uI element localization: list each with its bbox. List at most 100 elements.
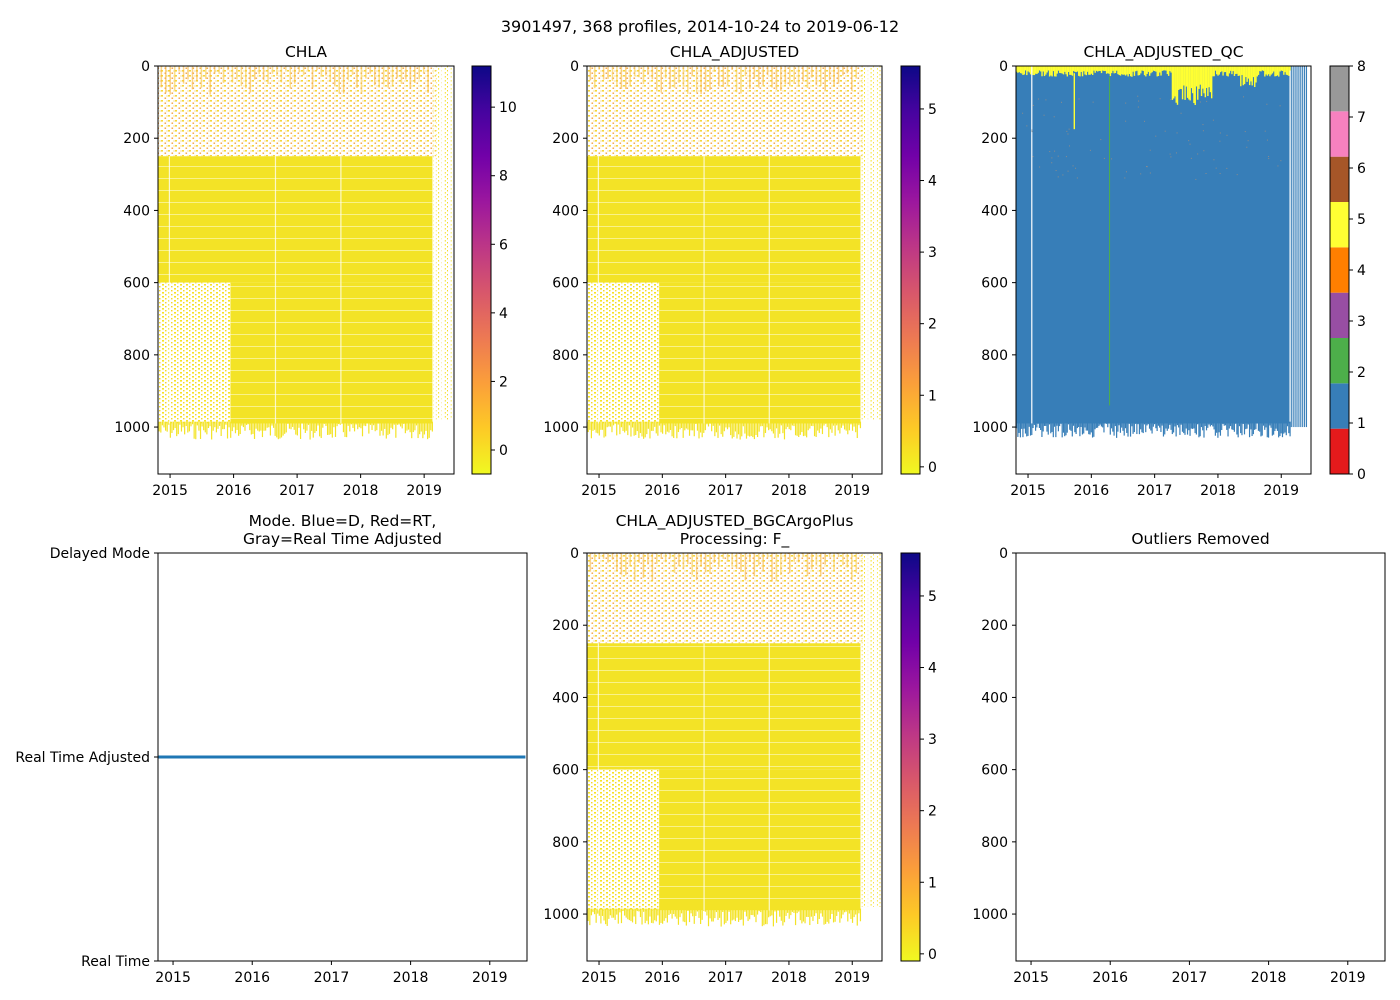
heatmap-column <box>853 421 855 427</box>
heatmap-column <box>779 908 781 917</box>
qc-class-5-band <box>1231 66 1233 75</box>
heatmap-column <box>793 421 795 427</box>
heatmap-column <box>820 421 822 429</box>
heatmap-column <box>236 421 238 430</box>
qc-speckle <box>1140 173 1142 175</box>
heatmap-column <box>870 553 872 907</box>
qc-column <box>1174 421 1176 427</box>
heatmap-column <box>753 421 756 440</box>
heatmap-column <box>401 421 403 429</box>
heatmap-column <box>753 908 756 917</box>
qc-class-5-band <box>1256 66 1258 77</box>
heatmap-column <box>606 908 608 926</box>
qc-column <box>1065 421 1067 436</box>
y-tick-label: 200 <box>123 131 150 147</box>
heatmap-column <box>209 421 211 427</box>
heatmap-streak <box>624 553 627 576</box>
qc-column <box>1175 421 1177 437</box>
heatmap-column <box>677 908 680 925</box>
heatmap-column <box>660 421 662 433</box>
heatmap-streak <box>642 66 645 85</box>
qc-column <box>1038 421 1040 428</box>
heatmap-column <box>687 421 689 430</box>
heatmap-column <box>688 421 691 436</box>
heatmap-streak <box>850 66 853 91</box>
qc-class-5-band <box>1283 66 1285 75</box>
heatmap-column <box>433 66 435 420</box>
qc-column <box>1043 421 1046 426</box>
heatmap-streak <box>307 66 309 71</box>
heatmap-column <box>752 908 754 916</box>
qc-class-5-band <box>1128 66 1131 75</box>
qc-speckle <box>1155 135 1157 137</box>
heatmap-column <box>669 908 672 914</box>
qc-class-5-band <box>1152 66 1155 71</box>
heatmap-column <box>831 908 833 914</box>
heatmap-gap <box>168 156 170 424</box>
qc-column <box>1178 421 1180 428</box>
heatmap-column <box>806 421 808 438</box>
heatmap-column <box>206 421 208 435</box>
qc-class-5-band <box>1017 66 1019 73</box>
heatmap-column <box>692 421 694 431</box>
colorbar-tick-label: 0 <box>1357 467 1366 483</box>
heatmap-column <box>171 421 173 434</box>
heatmap-column <box>777 908 779 911</box>
qc-class-5-band <box>1160 66 1162 76</box>
qc-class-5-band <box>1247 66 1250 79</box>
heatmap-column <box>752 421 754 438</box>
heatmap-column <box>812 908 814 921</box>
qc-column <box>1260 421 1262 437</box>
heatmap-column <box>444 66 446 420</box>
qc-class-5-band <box>1260 66 1262 72</box>
y-tick-label: 400 <box>552 690 579 706</box>
heatmap-streak <box>342 66 345 94</box>
heatmap-column <box>161 421 164 426</box>
heatmap-column <box>717 908 719 920</box>
heatmap-column <box>840 421 843 428</box>
heatmap-column <box>331 421 333 438</box>
qc-class-5-band <box>1016 66 1018 72</box>
qc-column <box>1186 421 1189 435</box>
heatmap-column <box>593 908 596 915</box>
qc-column <box>1226 421 1228 430</box>
qc-class-5-band <box>1212 66 1214 77</box>
heatmap-column <box>807 908 809 917</box>
heatmap-column <box>609 421 611 427</box>
heatmap-column <box>742 421 744 427</box>
qc-speckle <box>1062 174 1064 176</box>
qc-speckle <box>1247 140 1249 142</box>
heatmap-streak <box>405 66 407 80</box>
heatmap-column <box>619 908 621 913</box>
heatmap-column <box>718 908 721 918</box>
heatmap-column <box>851 908 854 923</box>
qc-column <box>1056 421 1058 426</box>
qc-column <box>1240 421 1242 434</box>
qc-class-5-band <box>1238 66 1241 76</box>
heatmap-column <box>435 66 437 420</box>
heatmap-column <box>673 908 675 915</box>
heatmap-column <box>823 908 825 925</box>
heatmap-column <box>782 421 784 434</box>
qc-class-5-band <box>1071 66 1074 76</box>
heatmap-column <box>782 908 784 926</box>
qc-column <box>1193 421 1195 429</box>
qc-class-5-band <box>1080 66 1082 72</box>
heatmap-column <box>709 421 711 424</box>
qc-speckle <box>1069 145 1071 147</box>
qc-column <box>1124 421 1127 429</box>
heatmap-column <box>166 421 168 432</box>
qc-column <box>1298 66 1300 428</box>
qc-column <box>1285 421 1287 436</box>
heatmap-streak <box>356 66 358 88</box>
qc-column <box>1019 421 1021 438</box>
heatmap-streak <box>280 66 283 83</box>
heatmap-streak <box>351 66 354 75</box>
y-tick-label: 200 <box>552 131 579 147</box>
qc-column <box>1188 421 1190 431</box>
heatmap-column <box>616 421 618 436</box>
qc-column <box>1183 421 1185 434</box>
heatmap-column <box>641 908 643 925</box>
heatmap-column <box>377 421 379 424</box>
